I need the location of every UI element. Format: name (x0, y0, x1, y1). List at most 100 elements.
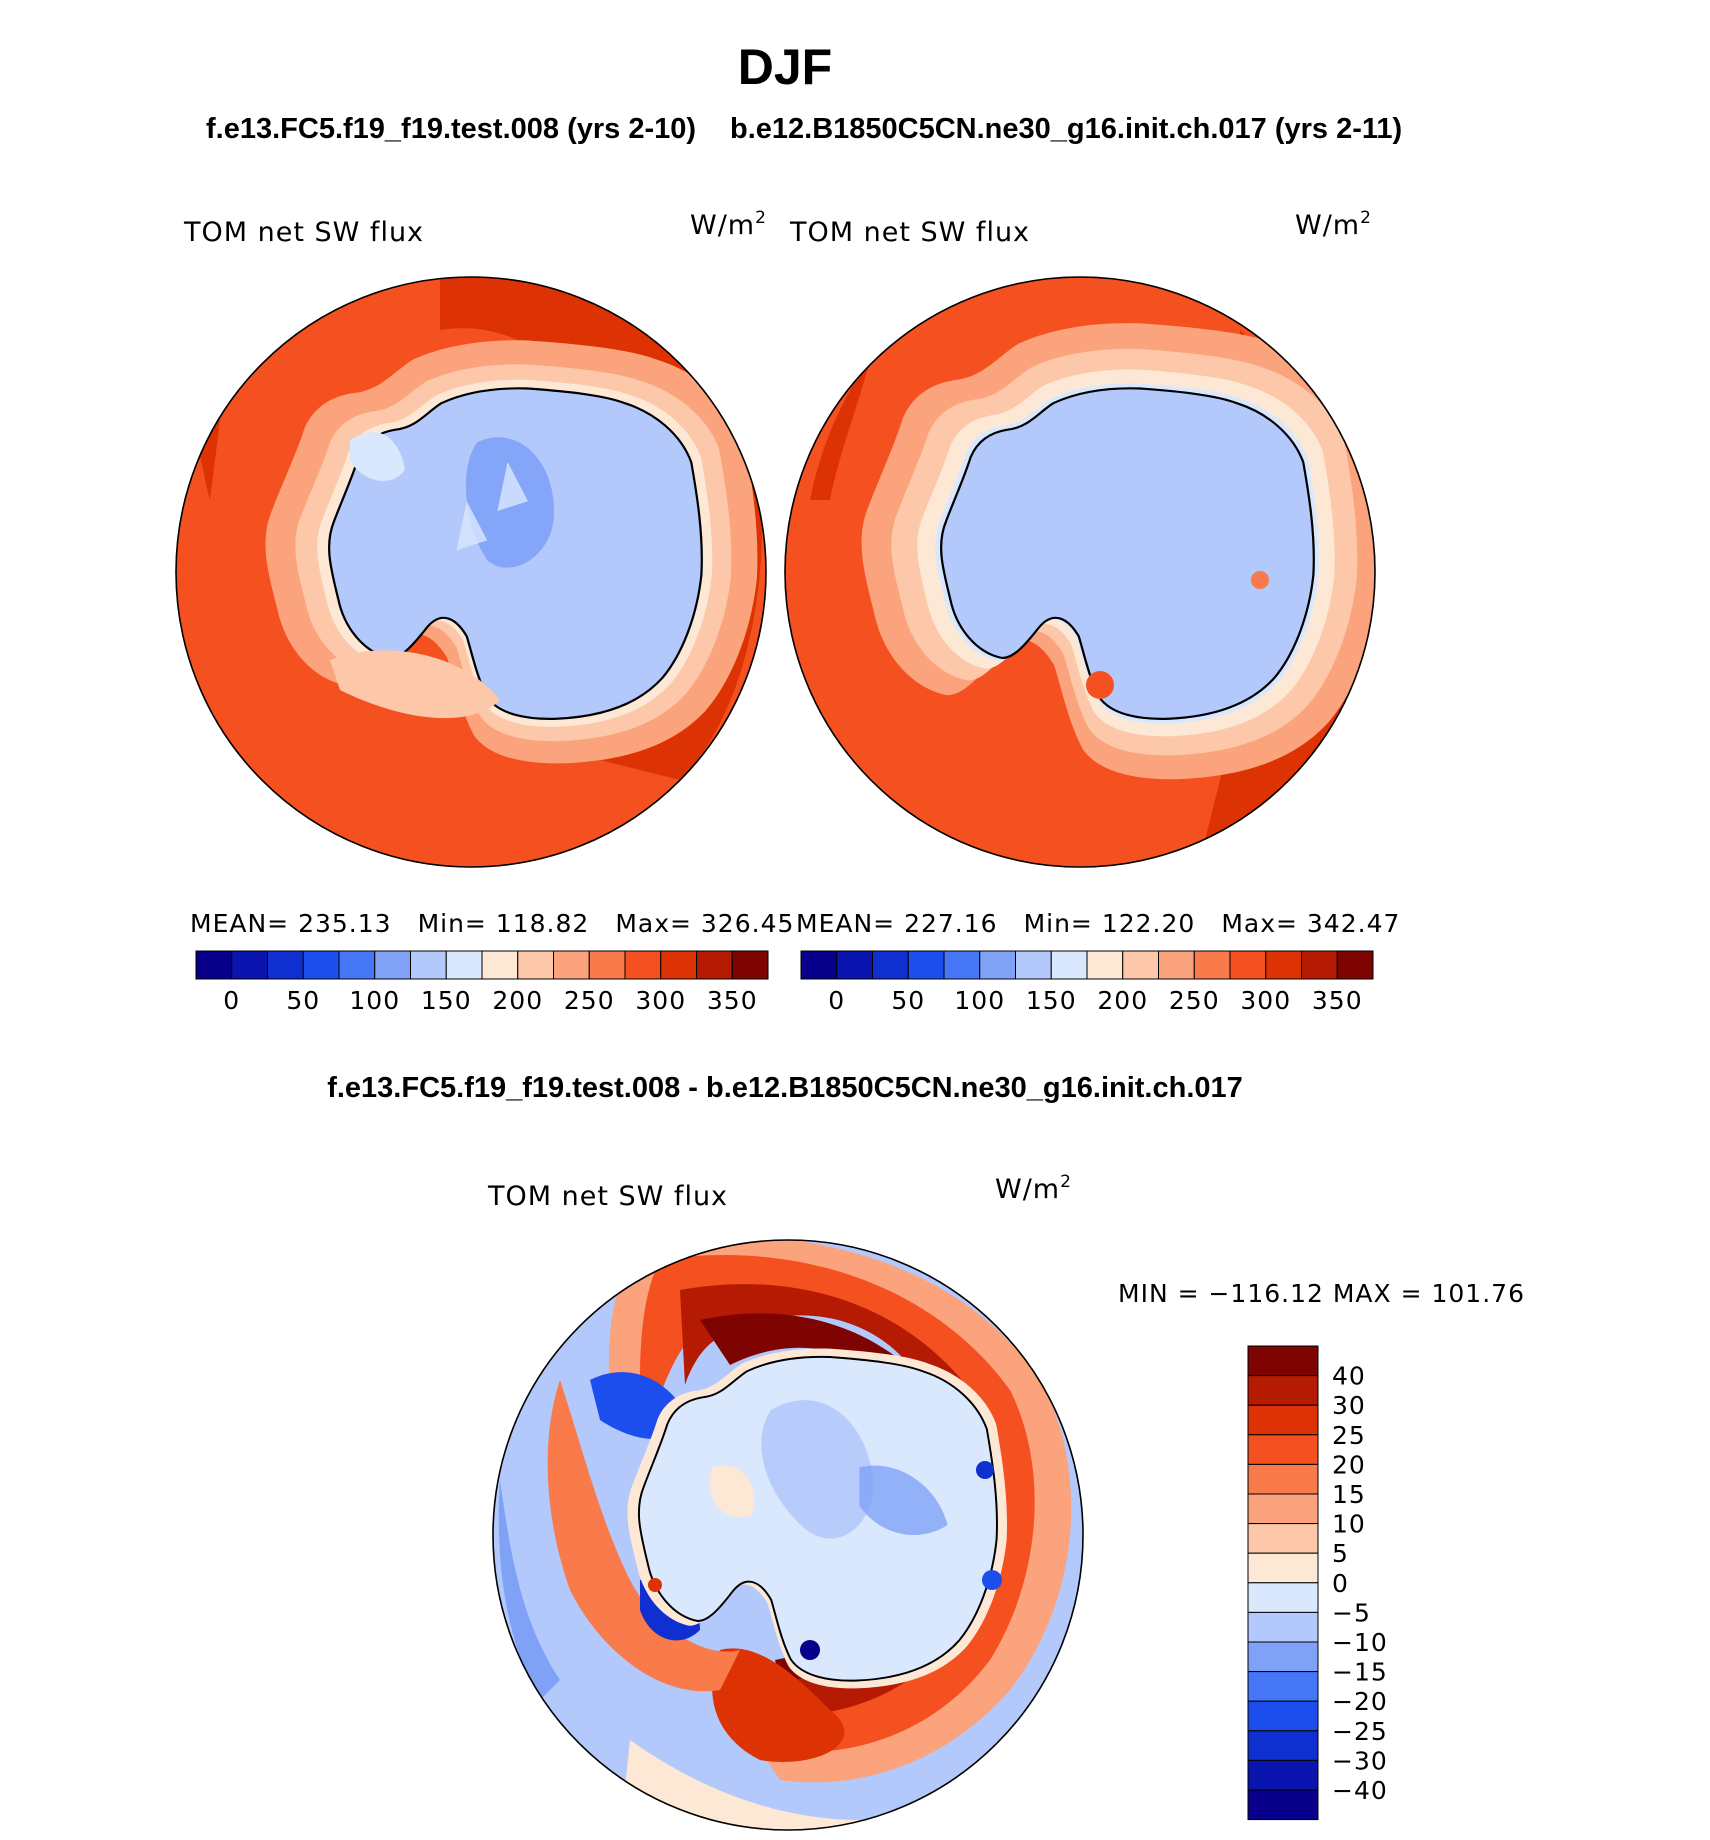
panel-b-variable: TOM net SW flux (789, 217, 1030, 248)
colorbar-diff-swatch (1247, 1375, 1319, 1406)
colorbar-diff-tick-label: 25 (1332, 1421, 1366, 1450)
colorbar-diff-swatch (1247, 1434, 1319, 1465)
colorbar-b-tick-label: 100 (954, 986, 1005, 1015)
panel-b-stats: MEAN= 227.16 Min= 122.20 Max= 342.47 (796, 909, 1400, 938)
colorbar-diff-swatch (1247, 1641, 1319, 1673)
panel-b-max: 342.47 (1307, 909, 1400, 938)
colorbar-a-tick-label: 300 (635, 986, 686, 1015)
colorbar-diff-swatch (1247, 1463, 1319, 1495)
colorbar-diff-swatch (1247, 1523, 1319, 1554)
left-run-header: f.e13.FC5.f19_f19.test.008 (yrs 2-10) (206, 113, 696, 145)
panel-a-units: W/m2 (690, 208, 767, 241)
colorbar-diff-swatch (1247, 1345, 1319, 1377)
colorbar-diff-swatch (1247, 1671, 1319, 1702)
colorbar-diff-tick-label: 30 (1332, 1391, 1366, 1420)
colorbar-diff-tick-label: −20 (1332, 1687, 1388, 1716)
colorbar-b-swatch (1015, 950, 1052, 980)
colorbar-diff-tick-label: 0 (1332, 1569, 1349, 1598)
colorbar-diff-tick-label: 5 (1332, 1539, 1349, 1568)
colorbar-a-tick-label: 100 (349, 986, 400, 1015)
colorbar-a-swatch (731, 950, 769, 980)
panel-b-map (784, 276, 1376, 868)
colorbar-b-swatch (1086, 950, 1124, 980)
colorbar-diff-tick-label: −5 (1332, 1598, 1371, 1627)
colorbar-a-swatch (481, 950, 519, 980)
colorbar-a-tick-label: 50 (286, 986, 320, 1015)
colorbar-b-tick-label: 350 (1312, 986, 1363, 1015)
colorbar-a-swatch (517, 950, 554, 980)
panel-a-map (175, 276, 767, 868)
colorbar-b-swatch (907, 950, 945, 980)
colorbar-b-swatch (1050, 950, 1088, 980)
colorbar-b-swatch (1301, 950, 1338, 980)
colorbar-b: 0 50 100 150 200 250 300 350 (800, 950, 1374, 1015)
colorbar-a-tick-label: 150 (421, 986, 472, 1015)
colorbar-a-swatch (267, 950, 304, 980)
colorbar-b-swatch (1265, 950, 1302, 980)
colorbar-a-tick-label: 350 (707, 986, 758, 1015)
colorbar-a-swatch (410, 950, 447, 980)
diff-minmax: MIN = −116.12 MAX = 101.76 (1118, 1279, 1525, 1308)
colorbar-diff-tick-label: −40 (1332, 1776, 1388, 1805)
colorbar-diff-swatch (1247, 1789, 1319, 1821)
colorbar-b-swatch (1193, 950, 1231, 980)
colorbar-a-swatch (624, 950, 662, 980)
colorbar-diff-swatch (1247, 1493, 1319, 1525)
panel-b-min: 122.20 (1102, 909, 1195, 938)
diff-variable: TOM net SW flux (487, 1181, 728, 1212)
colorbar-diff-swatch (1247, 1582, 1319, 1613)
colorbar-b-swatch (836, 950, 873, 980)
colorbar-b-tick-label: 50 (891, 986, 925, 1015)
colorbar-a-swatch (445, 950, 483, 980)
colorbar-diff-tick-label: 10 (1332, 1510, 1366, 1539)
colorbar-a-tick-label: 200 (492, 986, 543, 1015)
colorbar-diff-tick-label: −10 (1332, 1628, 1388, 1657)
colorbar-a-swatch (588, 950, 626, 980)
colorbar-a-swatch (696, 950, 733, 980)
colorbar-diff-swatch (1247, 1552, 1319, 1584)
colorbar-diff-swatch (1247, 1404, 1319, 1436)
panel-a-max: 326.45 (701, 909, 794, 938)
colorbar-diff-tick-label: 40 (1332, 1362, 1366, 1391)
colorbar-diff-tick-label: −25 (1332, 1717, 1388, 1746)
colorbar-b-swatch (800, 950, 838, 980)
colorbar-b-tick-label: 300 (1240, 986, 1291, 1015)
colorbar-a-swatch (338, 950, 376, 980)
colorbar-b-swatch (1122, 950, 1159, 980)
panel-b-mean: 227.16 (904, 909, 997, 938)
colorbar-b-tick-label: 200 (1097, 986, 1148, 1015)
colorbar-a-swatch (553, 950, 590, 980)
colorbar-diff-swatch (1247, 1611, 1319, 1643)
panel-a-stats: MEAN= 235.13 Min= 118.82 Max= 326.45 (190, 909, 794, 938)
panel-b-units: W/m2 (1295, 208, 1372, 241)
colorbar-a: 0 50 100 150 200 250 300 350 (195, 950, 769, 1015)
diff-units: W/m2 (995, 1172, 1072, 1205)
colorbar-b-tick-label: 250 (1169, 986, 1220, 1015)
colorbar-a-tick-label: 250 (564, 986, 615, 1015)
colorbar-diff-swatch (1247, 1700, 1319, 1732)
difference-title: f.e13.FC5.f19_f19.test.008 - b.e12.B1850… (327, 1072, 1243, 1104)
colorbar-a-swatch (374, 950, 411, 980)
colorbar-b-swatch (1158, 950, 1195, 980)
colorbar-b-swatch (872, 950, 909, 980)
colorbar-a-swatch (231, 950, 268, 980)
colorbar-diff-swatch (1247, 1759, 1319, 1791)
colorbar-diff-tick-label: −30 (1332, 1746, 1388, 1775)
colorbar-diff-tick-label: −15 (1332, 1658, 1388, 1687)
panel-a-variable: TOM net SW flux (183, 217, 424, 248)
colorbar-b-tick-label: 0 (828, 986, 845, 1015)
colorbar-a-tick-label: 0 (223, 986, 240, 1015)
colorbar-b-swatch (1229, 950, 1267, 980)
colorbar-b-tick-label: 150 (1026, 986, 1077, 1015)
colorbar-diff-swatch (1247, 1730, 1319, 1761)
colorbar-diff-tick-label: 15 (1332, 1480, 1366, 1509)
colorbar-diff-tick-label: 20 (1332, 1450, 1366, 1479)
season-title: DJF (738, 39, 832, 95)
colorbar-a-swatch (302, 950, 340, 980)
colorbar-a-swatch (660, 950, 697, 980)
colorbar-b-swatch (943, 950, 981, 980)
panel-a-mean: 235.13 (298, 909, 391, 938)
colorbar-b-swatch (1336, 950, 1374, 980)
colorbar-b-swatch (979, 950, 1016, 980)
